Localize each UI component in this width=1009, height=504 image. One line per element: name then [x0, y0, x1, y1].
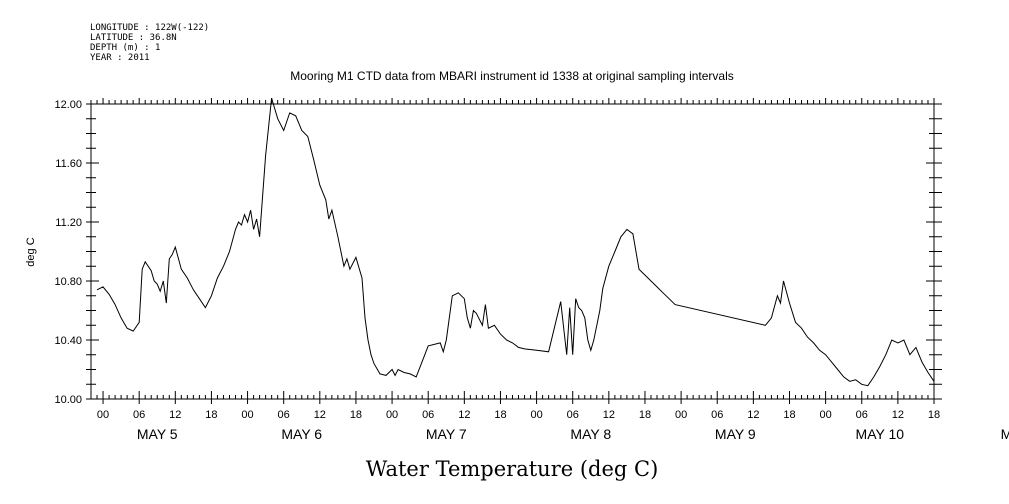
day-label: MAY 7	[426, 426, 467, 442]
x-axis-label: Water Temperature (deg C)	[366, 457, 659, 481]
x-tick-label: 12	[314, 409, 326, 421]
x-tick-label: 18	[783, 409, 795, 421]
y-tick-label: 10.80	[54, 276, 82, 288]
x-tick-label: 18	[494, 409, 506, 421]
y-axis-ticks	[86, 103, 942, 400]
day-label: MAY 10	[856, 426, 905, 442]
x-tick-label: 18	[928, 409, 940, 421]
x-tick-label: 06	[133, 409, 145, 421]
day-label: MAY 6	[281, 426, 322, 442]
day-label: MAY 11	[1001, 426, 1009, 442]
x-tick-label: 12	[892, 409, 904, 421]
series-line-water-temperature	[96, 97, 935, 387]
x-tick-label: 12	[603, 409, 615, 421]
x-tick-label: 18	[639, 409, 651, 421]
x-tick-label: 00	[819, 409, 831, 421]
x-tick-label: 18	[205, 409, 217, 421]
y-axis-label: deg C	[25, 237, 37, 266]
meta-depth: DEPTH (m) : 1	[90, 43, 160, 53]
x-axis-hour-labels: 00 06 12 18 00 06 12 18 00 06 12 18 00 06 12 18 00 06 12 18…	[97, 409, 940, 421]
meta-latitude: LATITUDE : 36.8N	[90, 33, 177, 43]
y-axis-labels: 10.00 10.40 10.80 11.20 11.60 12.00	[54, 99, 82, 406]
day-label: MAY 9	[715, 426, 756, 442]
x-tick-label: 06	[422, 409, 434, 421]
y-tick-label: 12.00	[54, 99, 82, 111]
x-tick-label: 00	[675, 409, 687, 421]
x-tick-label: 12	[458, 409, 470, 421]
x-tick-label: 18	[350, 409, 362, 421]
x-tick-label: 06	[278, 409, 290, 421]
y-tick-label: 11.20	[55, 217, 82, 229]
x-tick-label: 06	[711, 409, 723, 421]
x-axis-ticks	[90, 98, 935, 404]
chart-title: Mooring M1 CTD data from MBARI instrumen…	[290, 69, 734, 83]
x-tick-label: 06	[856, 409, 868, 421]
day-label: MAY 5	[137, 426, 178, 442]
x-tick-label: 12	[169, 409, 181, 421]
day-label: MAY 8	[570, 426, 611, 442]
meta-year: YEAR : 2011	[90, 53, 150, 63]
x-tick-label: 00	[386, 409, 398, 421]
y-tick-label: 10.40	[54, 335, 82, 347]
x-tick-label: 12	[747, 409, 759, 421]
x-tick-label: 00	[97, 409, 109, 421]
meta-longitude: LONGITUDE : 122W(-122)	[90, 23, 209, 33]
plot-frame	[90, 103, 935, 400]
x-tick-label: 06	[567, 409, 579, 421]
y-tick-label: 11.60	[55, 158, 82, 170]
x-tick-label: 00	[530, 409, 542, 421]
y-tick-label: 10.00	[54, 394, 82, 406]
x-tick-label: 00	[241, 409, 253, 421]
x-axis-day-labels: MAY 5 MAY 6 MAY 7 MAY 8 MAY 9 MAY 10 MAY 11	[137, 426, 1009, 442]
